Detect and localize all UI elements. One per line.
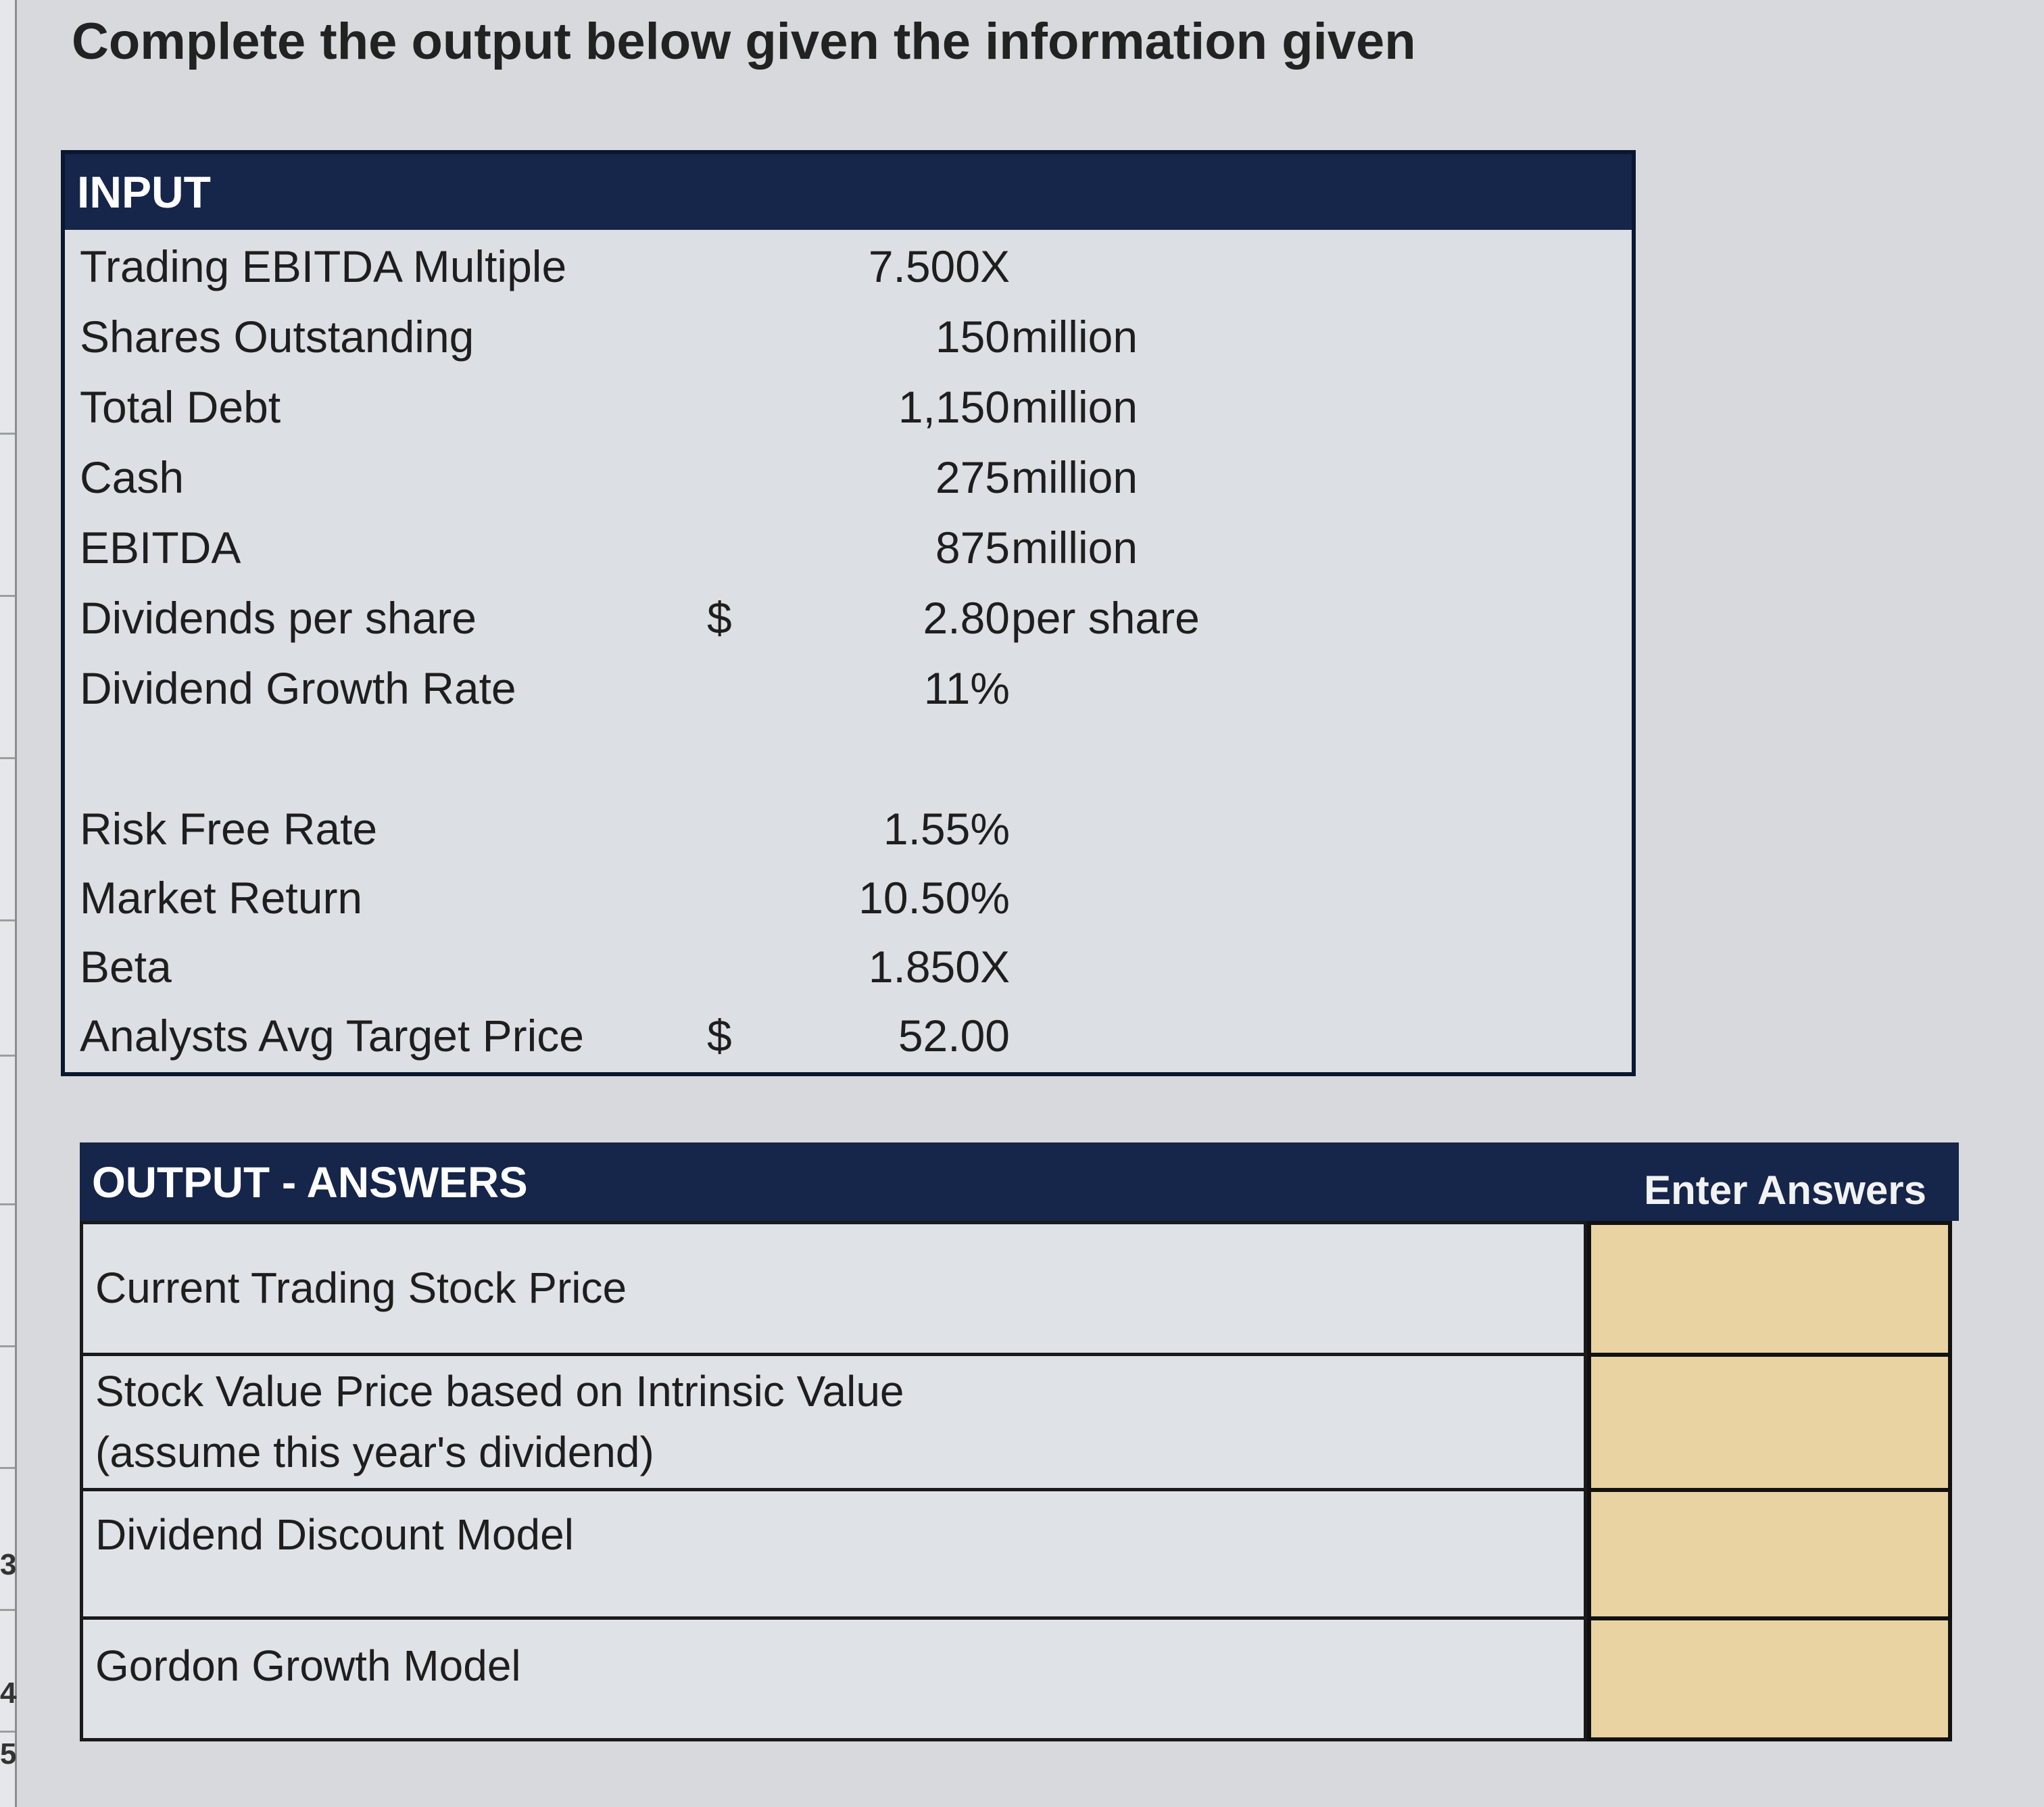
input-value[interactable]: 7.500X (868, 241, 1010, 291)
input-row[interactable]: Total Debt 1,150 million (65, 375, 1632, 445)
input-label: Analysts Avg Target Price (80, 1011, 584, 1061)
input-row[interactable]: Shares Outstanding 150 million (65, 304, 1632, 375)
currency-symbol: $ (707, 1011, 732, 1061)
input-label: Market Return (80, 873, 363, 923)
input-value[interactable]: 875 (935, 523, 1010, 573)
output-header: OUTPUT - ANSWERS Enter Answers (80, 1142, 1959, 1221)
input-row[interactable]: Cash 275 million (65, 445, 1632, 515)
answer-input-current-price[interactable] (1591, 1225, 1948, 1357)
input-value[interactable]: 2.80 (923, 593, 1010, 643)
input-label: Dividends per share (80, 593, 477, 643)
input-table: INPUT Trading EBITDA Multiple 7.500X Sha… (61, 150, 1636, 1076)
input-value[interactable]: 10.50% (858, 873, 1010, 923)
input-row[interactable]: EBITDA 875 million (65, 515, 1632, 585)
input-row[interactable]: Dividend Growth Rate 11% (65, 656, 1632, 726)
row-divider (0, 1055, 15, 1057)
enter-answers-label: Enter Answers (1644, 1167, 1926, 1213)
row-divider (0, 433, 15, 435)
row-number[interactable]: 5 (0, 1737, 17, 1770)
input-header: INPUT (65, 154, 1632, 230)
row-number[interactable]: 4 (0, 1677, 17, 1710)
row-divider (0, 919, 15, 921)
input-label: Risk Free Rate (80, 804, 378, 854)
output-row: Gordon Growth Model (83, 1620, 1584, 1738)
input-value[interactable]: 11% (923, 663, 1010, 713)
input-unit: per share (1011, 593, 1200, 643)
answer-input-ddm[interactable] (1591, 1492, 1948, 1620)
input-label: Dividend Growth Rate (80, 663, 516, 713)
row-header-gutter: 3 4 5 (0, 0, 17, 1807)
output-questions: Current Trading Stock Price Stock Value … (80, 1221, 1587, 1741)
output-row: Current Trading Stock Price (83, 1224, 1584, 1356)
input-label: Total Debt (80, 382, 281, 432)
output-row: Stock Value Price based on Intrinsic Val… (83, 1356, 1584, 1491)
input-header-label: INPUT (77, 167, 211, 217)
row-divider (0, 1731, 15, 1733)
output-table: OUTPUT - ANSWERS Enter Answers Current T… (80, 1142, 1959, 1751)
input-label: Trading EBITDA Multiple (80, 241, 567, 291)
row-divider (0, 1609, 15, 1611)
input-unit: million (1011, 523, 1138, 573)
input-row[interactable]: Dividends per share $ 2.80 per share (65, 585, 1632, 656)
output-label: Dividend Discount Model (95, 1510, 574, 1559)
output-row: Dividend Discount Model (83, 1491, 1584, 1620)
input-label: Beta (80, 942, 172, 992)
input-value[interactable]: 1.55% (883, 804, 1010, 854)
output-label: Current Trading Stock Price (95, 1263, 627, 1312)
input-value[interactable]: 1,150 (898, 382, 1010, 432)
input-label: Shares Outstanding (80, 312, 474, 362)
row-divider (0, 595, 15, 597)
answer-input-gordon-growth[interactable] (1591, 1620, 1948, 1737)
answers-column (1587, 1221, 1952, 1741)
input-value[interactable]: 1.850X (868, 942, 1010, 992)
input-label: Cash (80, 452, 185, 502)
input-unit: million (1011, 452, 1138, 502)
input-row[interactable]: Market Return 10.50% (65, 865, 1632, 936)
input-value[interactable]: 52.00 (898, 1011, 1010, 1061)
input-label: EBITDA (80, 523, 241, 573)
input-row[interactable]: Beta 1.850X (65, 934, 1632, 1005)
row-divider (0, 757, 15, 759)
row-divider (0, 1345, 15, 1347)
row-number[interactable]: 3 (0, 1548, 17, 1581)
currency-symbol: $ (707, 593, 732, 643)
input-row[interactable]: Trading EBITDA Multiple 7.500X (65, 234, 1632, 304)
input-row[interactable]: Analysts Avg Target Price $ 52.00 (65, 1003, 1632, 1074)
input-row[interactable]: Risk Free Rate 1.55% (65, 796, 1632, 867)
input-value[interactable]: 275 (935, 452, 1010, 502)
row-divider (0, 1467, 15, 1469)
answer-input-intrinsic-value[interactable] (1591, 1357, 1948, 1492)
output-label-note: (assume this year's dividend) (95, 1428, 654, 1476)
output-label: Gordon Growth Model (95, 1641, 521, 1690)
output-header-label: OUTPUT - ANSWERS (92, 1158, 528, 1207)
input-unit: million (1011, 312, 1138, 362)
input-value[interactable]: 150 (935, 312, 1010, 362)
instruction-text: Complete the output below given the info… (72, 13, 1416, 70)
input-unit: million (1011, 382, 1138, 432)
row-divider (0, 1203, 15, 1205)
output-label: Stock Value Price based on Intrinsic Val… (95, 1367, 904, 1416)
